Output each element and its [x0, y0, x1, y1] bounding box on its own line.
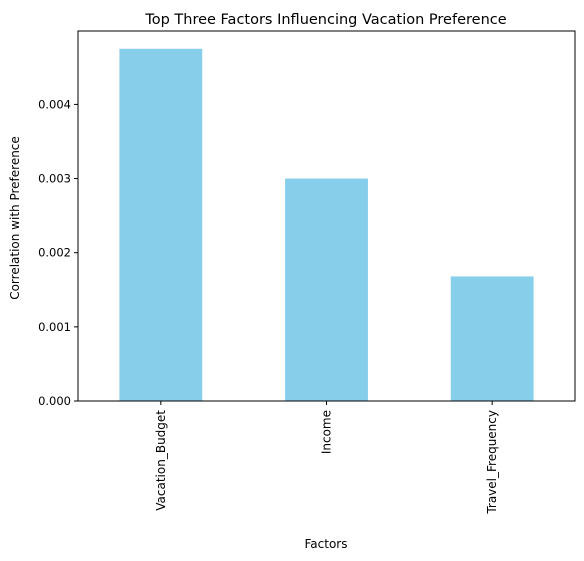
bar-vacation-budget [119, 48, 203, 401]
bars-group [119, 48, 534, 401]
y-tick-label: 0.001 [38, 320, 71, 334]
y-tick-label: 0.004 [38, 97, 71, 111]
y-axis-label: Correlation with Preference [8, 136, 22, 300]
y-tick-label: 0.003 [38, 172, 71, 186]
bar-travel-frequency [450, 276, 534, 401]
plot-frame [77, 30, 576, 402]
chart-title: Top Three Factors Influencing Vacation P… [144, 12, 506, 28]
x-tick-label: Vacation_Budget [154, 410, 168, 511]
x-axis-ticks: Vacation_Budget Income Travel_Frequency [154, 401, 499, 515]
y-axis-ticks: 0.000 0.001 0.002 0.003 0.004 [38, 97, 78, 408]
x-tick-label: Travel_Frequency [485, 410, 499, 515]
bar-income [285, 178, 368, 401]
y-tick-label: 0.002 [38, 246, 71, 260]
x-axis-label: Factors [305, 537, 348, 551]
y-tick-label: 0.000 [38, 394, 71, 408]
x-tick-label: Income [320, 410, 334, 454]
